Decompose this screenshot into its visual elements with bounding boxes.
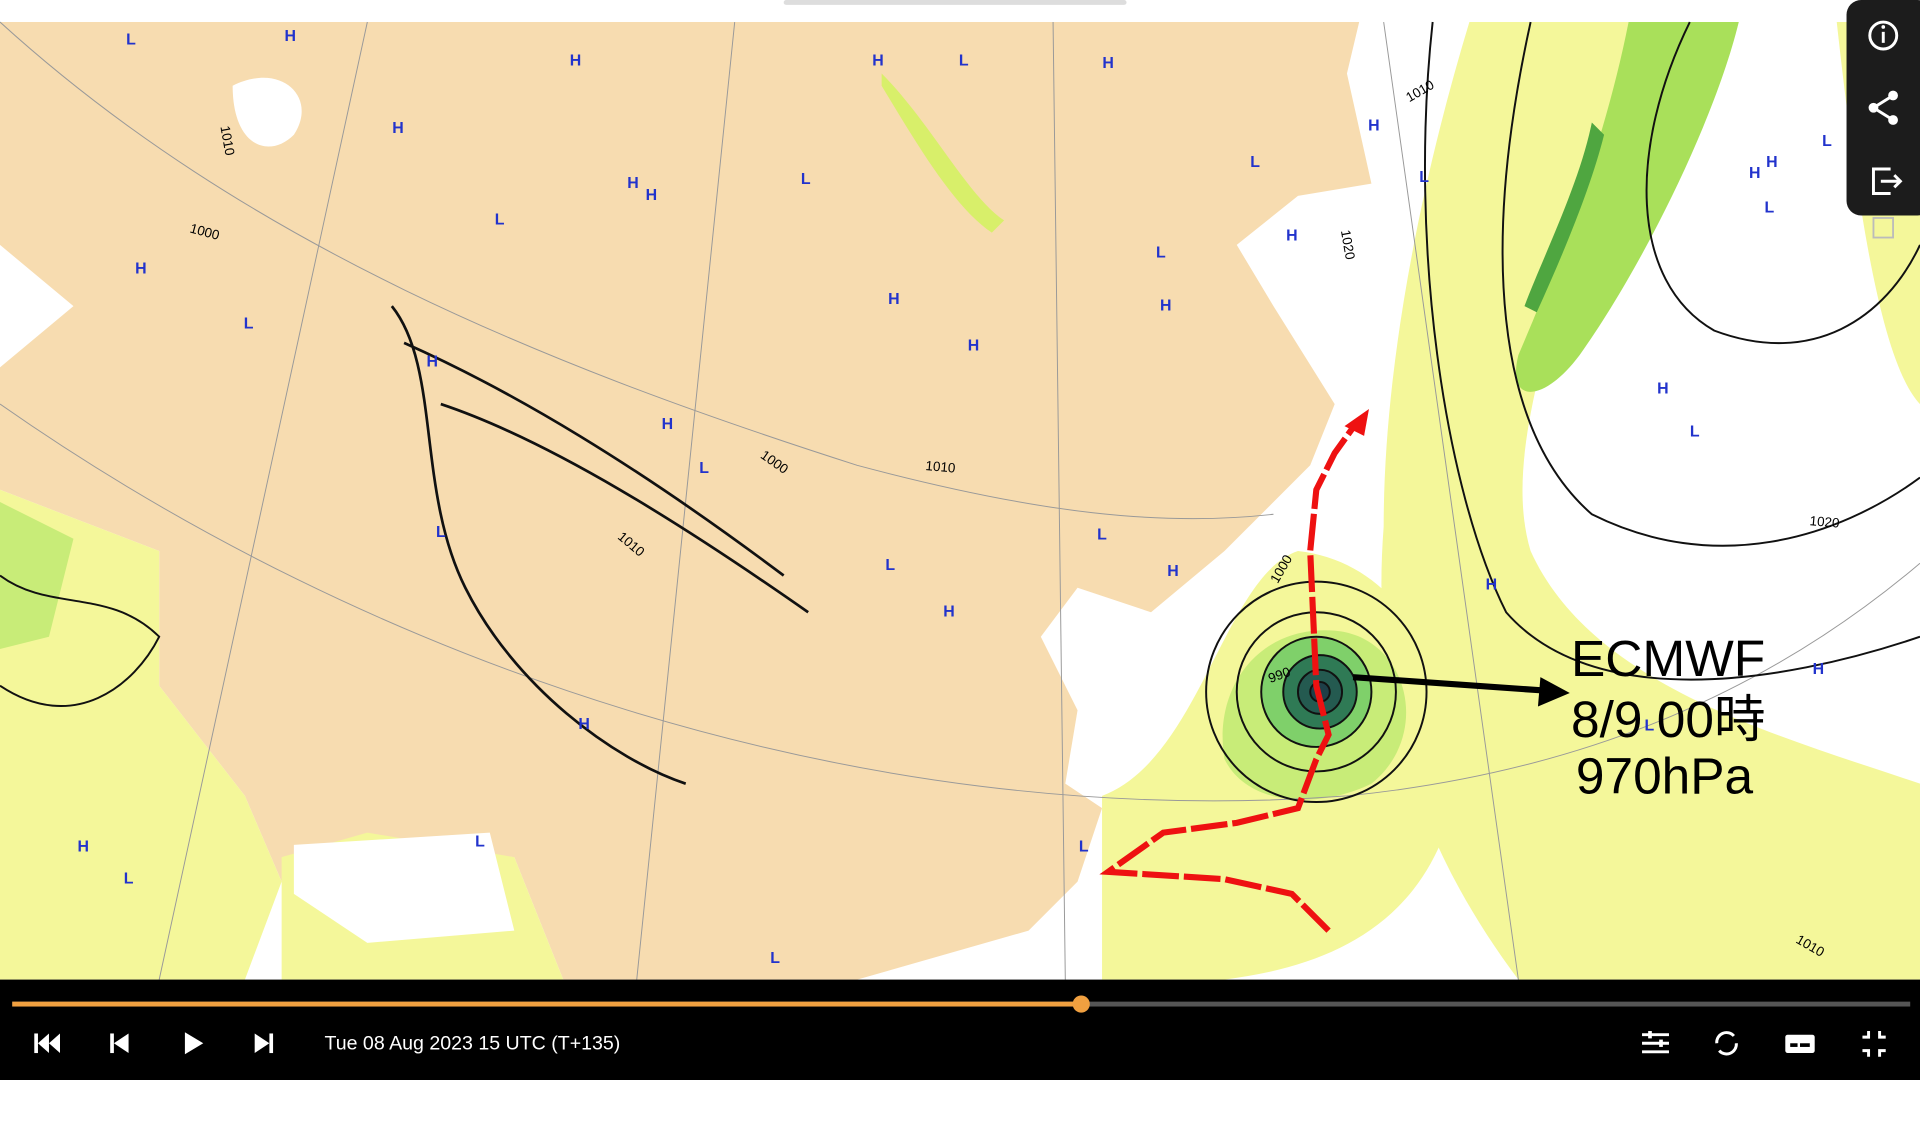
isobar bbox=[0, 574, 161, 707]
pointer-arrowhead bbox=[1537, 677, 1570, 707]
weather-map: ECMWF 8/9 00時 970hPa L HH H L HH HLLHHLHLHLLH… bbox=[0, 21, 1920, 980]
pressure-center: H bbox=[1749, 165, 1761, 182]
pressure-center: H bbox=[872, 52, 884, 69]
exit-fullscreen-button[interactable] bbox=[1862, 1031, 1886, 1057]
annotation-pressure: 970hPa bbox=[1576, 746, 1754, 804]
previous-button[interactable] bbox=[110, 1033, 129, 1054]
graticule bbox=[0, 403, 1920, 802]
pressure-center: H bbox=[646, 187, 658, 204]
pressure-center: L bbox=[1822, 133, 1832, 150]
pressure-center: H bbox=[426, 354, 438, 371]
isobar-label: 990 bbox=[1266, 664, 1292, 686]
isobar bbox=[1501, 21, 1920, 547]
player-bar: Tue 08 Aug 2023 15 UTC (T+135) bbox=[0, 979, 1920, 1080]
pressure-center: H bbox=[135, 261, 147, 278]
graticule bbox=[158, 21, 1519, 980]
pressure-center: L bbox=[1419, 169, 1429, 186]
pressure-center: L bbox=[244, 316, 254, 333]
isobar-label: 1020 bbox=[1809, 513, 1840, 531]
pressure-center: H bbox=[392, 120, 403, 137]
pressure-center: L bbox=[475, 834, 485, 851]
export-button[interactable] bbox=[1872, 167, 1903, 195]
loop-button[interactable] bbox=[1715, 1031, 1738, 1056]
play-button[interactable] bbox=[184, 1032, 204, 1055]
precip-field bbox=[1515, 22, 1739, 392]
pressure-center: H bbox=[1486, 577, 1498, 594]
terrain-contour bbox=[390, 305, 809, 785]
pressure-center: L bbox=[495, 212, 505, 229]
sea bbox=[293, 832, 515, 943]
pressure-center: L bbox=[436, 524, 446, 541]
pressure-center: H bbox=[888, 291, 900, 308]
pressure-center: H bbox=[627, 175, 638, 192]
pressure-center: L bbox=[126, 32, 136, 49]
screenshot-button[interactable] bbox=[1872, 217, 1894, 239]
pressure-center: L bbox=[1250, 154, 1260, 171]
pointer-arrow bbox=[1352, 674, 1546, 694]
pressure-center: H bbox=[1160, 297, 1172, 314]
toolbar-panel bbox=[1846, 0, 1920, 216]
timeline-progress bbox=[12, 1001, 1082, 1007]
pressure-center: H bbox=[78, 839, 90, 856]
timeline-knob[interactable] bbox=[1072, 995, 1090, 1013]
pressure-center: L bbox=[1079, 839, 1089, 856]
pressure-center: L bbox=[885, 557, 895, 574]
timestamp: Tue 08 Aug 2023 15 UTC (T+135) bbox=[324, 1033, 620, 1055]
isobar-label: 1010 bbox=[925, 458, 956, 476]
settings-button[interactable] bbox=[1642, 1031, 1669, 1054]
pressure-center: H bbox=[1102, 55, 1114, 72]
pressure-center: L bbox=[801, 171, 811, 188]
pressure-center: L bbox=[1097, 526, 1107, 543]
sea bbox=[232, 77, 302, 147]
pressure-center: H bbox=[1368, 117, 1380, 134]
track-arrowhead bbox=[1344, 408, 1369, 436]
pressure-center: L bbox=[1690, 423, 1700, 440]
pressure-center: L bbox=[959, 52, 969, 69]
info-button[interactable] bbox=[1868, 20, 1899, 51]
pressure-center: H bbox=[578, 716, 590, 733]
pressure-center: H bbox=[284, 28, 296, 45]
pressure-center: H bbox=[1766, 154, 1778, 171]
precip-field bbox=[1381, 22, 1920, 980]
isobar-label: 1010 bbox=[217, 125, 237, 157]
pressure-center: H bbox=[1657, 381, 1669, 398]
pressure-center: H bbox=[570, 52, 582, 69]
captions-button[interactable] bbox=[1785, 1034, 1815, 1054]
precip-field bbox=[1524, 122, 1605, 313]
pressure-center: H bbox=[1167, 563, 1179, 580]
isobar-label: 1000 bbox=[188, 221, 221, 243]
pressure-center: L bbox=[770, 950, 780, 967]
isobar bbox=[1645, 21, 1920, 345]
player-background bbox=[0, 979, 1920, 1080]
isobar bbox=[1235, 611, 1397, 773]
side-toolbar bbox=[1846, 0, 1920, 239]
annotation-model: ECMWF bbox=[1571, 629, 1765, 687]
skip-start-button[interactable] bbox=[34, 1033, 60, 1054]
pressure-center: H bbox=[1813, 661, 1825, 678]
isobar bbox=[1424, 21, 1920, 681]
graticule bbox=[0, 21, 1274, 520]
annotation-time: 8/9 00時 bbox=[1571, 690, 1765, 748]
share-button[interactable] bbox=[1868, 90, 1898, 125]
pressure-center: L bbox=[124, 870, 134, 887]
pressure-center: L bbox=[1645, 717, 1655, 734]
precip-field bbox=[881, 73, 1005, 233]
pressure-center: L bbox=[699, 460, 709, 477]
pressure-center: L bbox=[1156, 245, 1166, 262]
pressure-center: H bbox=[662, 416, 674, 433]
isobar-label: 1020 bbox=[1338, 229, 1358, 261]
next-button[interactable] bbox=[254, 1033, 274, 1054]
pressure-center: L bbox=[1765, 199, 1775, 216]
precip-field bbox=[0, 489, 282, 980]
pressure-center: H bbox=[1286, 228, 1298, 245]
isobar bbox=[1205, 580, 1428, 804]
pressure-center: H bbox=[968, 338, 980, 355]
pressure-center: H bbox=[943, 603, 955, 620]
top-tab bbox=[783, 0, 1127, 5]
typhoon-track bbox=[1099, 420, 1360, 933]
